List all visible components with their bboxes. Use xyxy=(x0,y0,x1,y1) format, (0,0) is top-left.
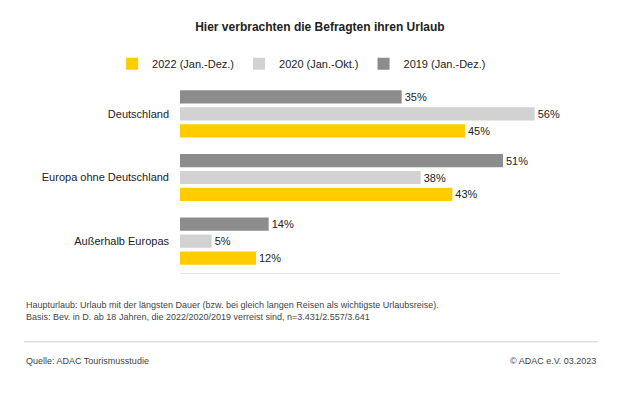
svg-text:Europa ohne Deutschland: Europa ohne Deutschland xyxy=(42,171,169,183)
svg-text:43%: 43% xyxy=(455,188,477,200)
svg-text:Hier verbrachten die Befragten: Hier verbrachten die Befragten ihren Url… xyxy=(195,20,444,34)
svg-text:2020 (Jan.-Okt.): 2020 (Jan.-Okt.) xyxy=(279,58,358,70)
svg-text:35%: 35% xyxy=(405,91,427,103)
svg-text:© ADAC e.V. 03.2023: © ADAC e.V. 03.2023 xyxy=(510,356,596,366)
svg-text:5%: 5% xyxy=(215,235,231,247)
svg-text:Quelle: ADAC Tourismusstudie: Quelle: ADAC Tourismusstudie xyxy=(26,356,149,366)
svg-text:2022 (Jan.-Dez.): 2022 (Jan.-Dez.) xyxy=(152,58,234,70)
svg-text:Basis: Bev. in D. ab 18 Jahren: Basis: Bev. in D. ab 18 Jahren, die 2022… xyxy=(26,312,370,322)
svg-text:12%: 12% xyxy=(259,252,281,264)
svg-text:2019 (Jan.-Dez.): 2019 (Jan.-Dez.) xyxy=(404,58,486,70)
svg-text:Haupturlaub: Urlaub mit der lä: Haupturlaub: Urlaub mit der längsten Dau… xyxy=(26,300,439,310)
svg-text:38%: 38% xyxy=(424,172,446,184)
svg-text:Deutschland: Deutschland xyxy=(108,108,169,120)
svg-text:56%: 56% xyxy=(538,108,560,120)
svg-text:45%: 45% xyxy=(468,125,490,137)
svg-text:Außerhalb Europas: Außerhalb Europas xyxy=(74,235,169,247)
svg-text:51%: 51% xyxy=(506,155,528,167)
svg-text:14%: 14% xyxy=(272,218,294,230)
